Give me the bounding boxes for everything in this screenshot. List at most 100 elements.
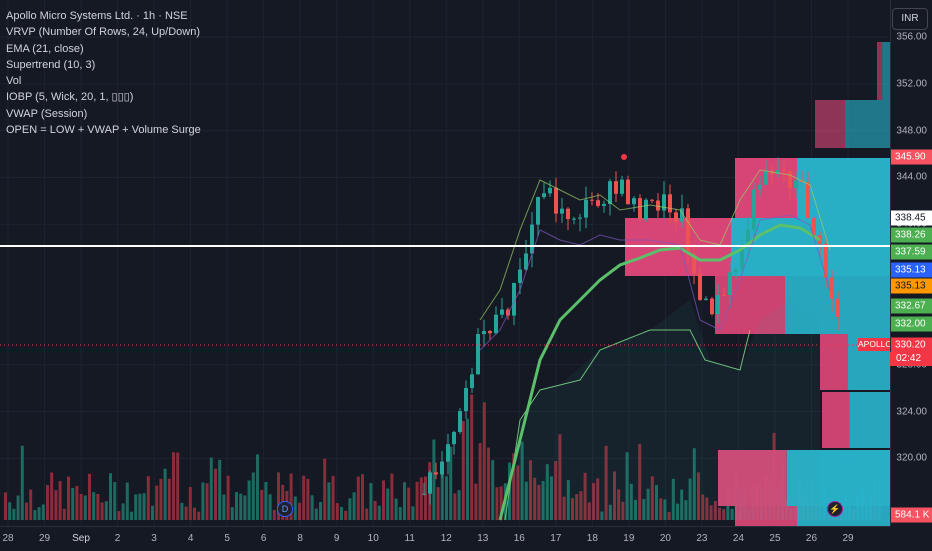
volume-bar bbox=[457, 490, 461, 520]
volume-bar bbox=[4, 492, 7, 520]
time-tick-label: 13 bbox=[477, 533, 489, 544]
legend-vwap[interactable]: VWAP (Session) bbox=[6, 107, 88, 120]
volume-bar bbox=[277, 472, 280, 520]
volume-bar bbox=[201, 482, 205, 520]
volume-bar bbox=[688, 478, 692, 520]
legend-ema[interactable]: EMA (21, close) bbox=[6, 42, 84, 55]
time-tick-label: 29 bbox=[842, 533, 854, 544]
legend-open-low-strategy[interactable]: OPEN = LOW + VWAP + Volume Surge bbox=[6, 124, 201, 137]
candle-body bbox=[542, 193, 546, 198]
volume-bar bbox=[264, 481, 268, 520]
time-tick-label: 28 bbox=[2, 533, 14, 544]
candle-body bbox=[500, 309, 504, 315]
volume-bar bbox=[142, 493, 146, 520]
volume-bar bbox=[134, 494, 138, 520]
volume-bar bbox=[218, 459, 222, 520]
volume-bar bbox=[415, 481, 419, 520]
volume-bar bbox=[680, 489, 684, 520]
candle-body bbox=[680, 208, 684, 222]
volume-bar bbox=[558, 434, 562, 520]
vwap-upper-line bbox=[479, 169, 831, 321]
volume-bar bbox=[335, 503, 339, 520]
volume-bar bbox=[411, 506, 415, 520]
candle-body bbox=[812, 218, 816, 236]
time-tick-label: 10 bbox=[367, 533, 379, 544]
candle-body bbox=[422, 493, 426, 495]
volume-bar bbox=[445, 476, 448, 520]
time-tick-label: 18 bbox=[586, 533, 598, 544]
time-axis[interactable]: 28 29 Sep 2 3 4 5 6 8 9 10 11 12 13 16 17 18 19 20 23 24 25 26… bbox=[0, 526, 890, 551]
candle-body bbox=[788, 170, 792, 189]
volume-bar bbox=[587, 502, 591, 520]
candle-body bbox=[674, 212, 678, 222]
volume-bar bbox=[419, 477, 423, 520]
volume-bar bbox=[491, 460, 495, 520]
volume-bar bbox=[104, 501, 108, 520]
volume-bar bbox=[432, 439, 436, 520]
price-axis[interactable]: 356.00352.00348.00344.00340.00328.00324.… bbox=[890, 0, 932, 526]
legend-volume[interactable]: Vol bbox=[6, 75, 22, 88]
volume-bar bbox=[130, 511, 133, 520]
volume-bar bbox=[596, 478, 600, 520]
price-tick-label: 324.00 bbox=[896, 406, 927, 418]
candle-body bbox=[782, 170, 786, 172]
time-tick-label: Sep bbox=[72, 533, 90, 544]
candle-body bbox=[758, 184, 762, 190]
volume-bar bbox=[722, 509, 726, 520]
volume-bar bbox=[79, 493, 83, 520]
volume-bar bbox=[642, 498, 646, 520]
volume-bar bbox=[138, 493, 142, 520]
currency-button[interactable]: INR bbox=[892, 8, 928, 30]
volume-bar bbox=[701, 494, 705, 520]
vrvp-up-row bbox=[849, 392, 890, 448]
volume-bar bbox=[356, 476, 360, 520]
volume-bar bbox=[697, 472, 700, 520]
volume-bar bbox=[298, 502, 301, 520]
volume-bar bbox=[92, 492, 96, 520]
price-axis-label: 335.13 bbox=[891, 278, 932, 294]
volume-bar bbox=[310, 495, 314, 520]
lightning-event-icon[interactable]: ⚡ bbox=[827, 501, 843, 517]
price-tick-label: 344.00 bbox=[896, 171, 927, 183]
time-tick-label: 17 bbox=[550, 533, 562, 544]
vrvp-down-row bbox=[877, 42, 883, 100]
candle-body bbox=[560, 208, 564, 214]
volume-bar bbox=[100, 502, 104, 520]
volume-bar bbox=[646, 488, 650, 520]
volume-bar bbox=[600, 511, 604, 520]
candle-body bbox=[686, 208, 690, 255]
volume-bar bbox=[684, 500, 688, 520]
volume-bar bbox=[109, 473, 112, 520]
volume-bar bbox=[344, 510, 348, 520]
legend-supertrend[interactable]: Supertrend (10, 3) bbox=[6, 58, 96, 71]
time-tick-label: 12 bbox=[440, 533, 452, 544]
candle-body bbox=[824, 243, 828, 278]
candle-body bbox=[836, 298, 840, 318]
volume-bar bbox=[487, 447, 490, 520]
time-tick-label: 9 bbox=[333, 533, 340, 544]
volume-bar bbox=[474, 483, 478, 520]
price-axis-label: 337.59 bbox=[891, 244, 932, 260]
candle-body bbox=[698, 273, 702, 300]
volume-bar bbox=[394, 498, 398, 520]
candle-body bbox=[626, 179, 630, 205]
legend-symbol-title[interactable]: Apollo Micro Systems Ltd. · 1h · NSE bbox=[6, 10, 188, 22]
volume-bar bbox=[369, 483, 373, 520]
dividend-event-marker[interactable]: D bbox=[277, 501, 293, 517]
volume-bar bbox=[176, 452, 180, 520]
volume-bar bbox=[239, 493, 243, 520]
legend-vrvp[interactable]: VRVP (Number Of Rows, 24, Up/Down) bbox=[6, 26, 200, 39]
candle-body bbox=[632, 198, 636, 205]
indicator-legend: Apollo Micro Systems Ltd. · 1h · NSE VRV… bbox=[6, 8, 201, 138]
legend-iobp[interactable]: IOBP (5, Wick, 20, 1, ▯▯▯) bbox=[6, 91, 134, 104]
candle-body bbox=[530, 224, 534, 254]
volume-bar bbox=[571, 498, 574, 520]
volume-bar bbox=[705, 497, 709, 520]
volume-bar bbox=[386, 488, 390, 520]
candle-body bbox=[728, 272, 732, 295]
volume-bar bbox=[184, 506, 188, 520]
volume-bar bbox=[71, 487, 75, 520]
price-chart[interactable] bbox=[0, 0, 890, 526]
time-tick-label: 3 bbox=[151, 533, 157, 544]
chart-pane[interactable]: Apollo Micro Systems Ltd. · 1h · NSE VRV… bbox=[0, 0, 890, 526]
